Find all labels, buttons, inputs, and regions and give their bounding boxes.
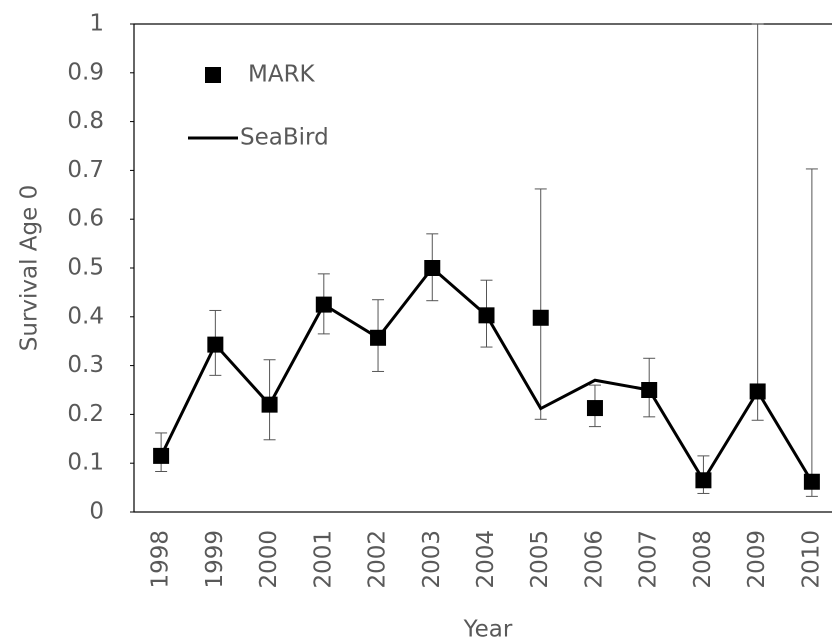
y-tick-label: 0.9 bbox=[67, 59, 104, 85]
x-tick-label: 2004 bbox=[473, 530, 499, 589]
x-tick-label: 2009 bbox=[744, 530, 770, 589]
y-axis-label: Survival Age 0 bbox=[17, 185, 43, 351]
y-tick-label: 0.7 bbox=[67, 157, 104, 183]
marker bbox=[641, 382, 658, 398]
y-tick-label: 0.8 bbox=[67, 108, 104, 134]
legend-label: SeaBird bbox=[240, 125, 329, 151]
x-tick-label: 2001 bbox=[310, 530, 336, 589]
x-tick-label: 2007 bbox=[636, 530, 662, 589]
marker bbox=[749, 383, 766, 400]
x-tick-label: 2010 bbox=[798, 530, 824, 589]
marker bbox=[153, 447, 170, 464]
x-tick-label: 2000 bbox=[256, 530, 282, 589]
legend-label: MARK bbox=[248, 62, 316, 88]
marker bbox=[695, 472, 712, 489]
y-tick-label: 0.6 bbox=[67, 206, 104, 232]
y-tick-label: 0 bbox=[89, 499, 104, 525]
x-tick-label: 2005 bbox=[527, 530, 553, 589]
y-tick-label: 0.2 bbox=[67, 401, 104, 427]
marker bbox=[207, 336, 224, 353]
marker bbox=[261, 396, 278, 413]
marker bbox=[803, 473, 820, 490]
x-tick-label: 2006 bbox=[581, 530, 607, 589]
y-tick-label: 0.1 bbox=[67, 450, 104, 476]
marker bbox=[532, 309, 549, 326]
x-tick-label: 1998 bbox=[148, 530, 174, 589]
y-tick-label: 1 bbox=[89, 11, 104, 37]
x-axis-label: Year bbox=[463, 617, 513, 643]
legend-marker bbox=[205, 67, 221, 83]
y-tick-label: 0.5 bbox=[67, 255, 104, 281]
marker bbox=[424, 260, 441, 276]
marker bbox=[370, 329, 387, 346]
marker bbox=[315, 296, 332, 313]
marker bbox=[586, 400, 603, 417]
y-tick-label: 0.3 bbox=[67, 352, 104, 378]
marker bbox=[478, 307, 495, 324]
x-tick-label: 1999 bbox=[202, 530, 228, 589]
x-tick-label: 2002 bbox=[365, 530, 391, 589]
x-tick-label: 2008 bbox=[690, 530, 716, 589]
x-tick-label: 2003 bbox=[419, 530, 445, 589]
y-tick-label: 0.4 bbox=[67, 303, 104, 329]
